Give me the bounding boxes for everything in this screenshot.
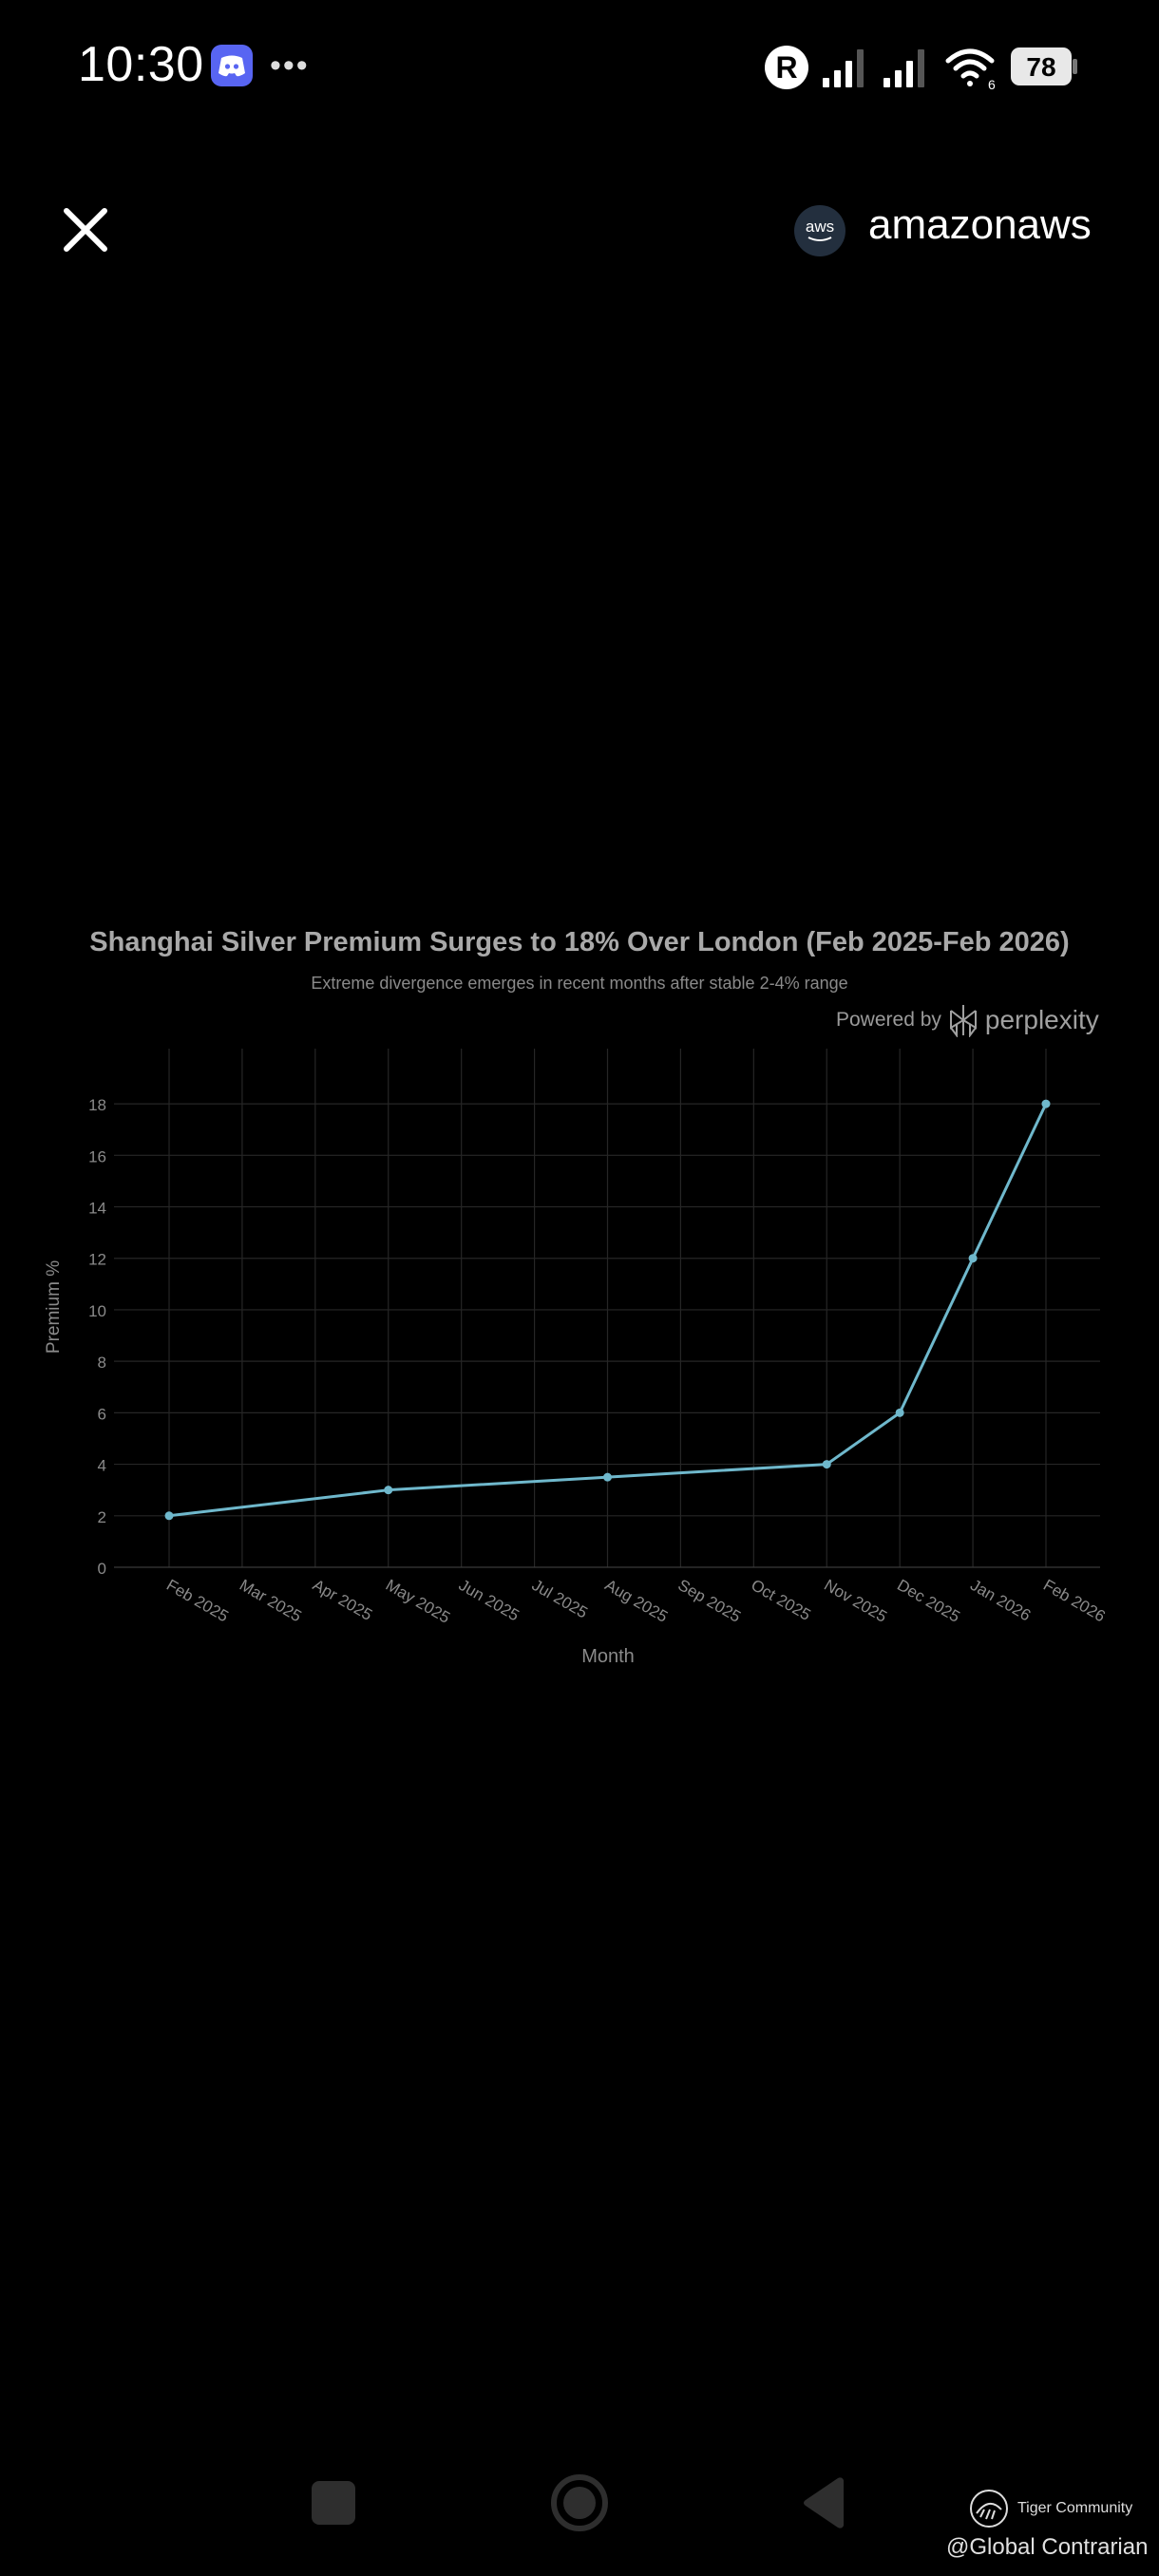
x-tick-label: Feb 2026 [1040,1576,1109,1625]
site-name: amazonaws [868,201,1092,248]
close-icon[interactable] [59,203,112,256]
y-tick-label: 4 [98,1457,106,1475]
watermark-handle: @Global Contrarian [946,2534,1149,2560]
x-tick-label: Jun 2025 [456,1576,522,1624]
svg-text:6: 6 [988,77,996,91]
y-tick-label: 12 [88,1251,106,1269]
x-tick-label: Jul 2025 [529,1576,591,1622]
x-tick-label: May 2025 [383,1576,453,1627]
y-tick-label: 2 [98,1508,106,1526]
aws-logo-icon: aws [794,205,846,256]
x-axis-label: Month [581,1646,635,1667]
chart-series [164,1099,1051,1521]
powered-by[interactable]: Powered by perplexity [836,1003,1099,1037]
more-dots-icon: ••• [270,47,310,84]
battery-icon: 78 [1011,47,1079,85]
x-tick-label: Apr 2025 [310,1576,375,1624]
x-tick-label: Nov 2025 [821,1576,890,1626]
signal-icon [884,49,924,87]
data-point [895,1408,904,1417]
data-point [1041,1099,1051,1108]
x-tick-label: Aug 2025 [602,1576,672,1626]
data-point [822,1460,831,1469]
x-tick-label: Oct 2025 [748,1576,813,1624]
x-tick-label: Sep 2025 [674,1576,744,1626]
discord-icon [211,45,253,86]
x-tick-label: Feb 2025 [163,1576,232,1625]
home-button[interactable] [549,2472,610,2533]
y-tick-label: 6 [98,1405,106,1423]
data-point [968,1254,978,1263]
powered-by-label: Powered by [836,1009,941,1031]
svg-text:aws: aws [806,218,834,236]
back-button[interactable] [800,2476,847,2529]
y-tick-label: 18 [88,1096,106,1114]
status-time: 10:30 [78,37,204,92]
tiger-logo-icon [969,2489,1009,2529]
r-icon: R [765,46,808,89]
chart-grid [114,1049,1100,1568]
signal-icon [823,49,864,87]
wifi-icon: 6 [945,48,996,91]
chart-subtitle: Extreme divergence emerges in recent mon… [311,974,848,993]
data-point [603,1472,612,1482]
y-tick-label: 8 [98,1354,106,1372]
data-point [384,1486,393,1495]
perplexity-logo-icon [949,1005,977,1037]
x-tick-label: Jan 2026 [967,1576,1034,1624]
y-tick-label: 10 [88,1302,106,1320]
y-tick-label: 14 [88,1200,106,1218]
y-axis-label: Premium % [44,1260,64,1354]
x-tick-label: Mar 2025 [237,1576,305,1625]
chart-title: Shanghai Silver Premium Surges to 18% Ov… [89,927,1070,957]
watermark-brand: Tiger Community [1017,2500,1133,2516]
powered-by-brand: perplexity [984,1005,1099,1034]
data-point [164,1511,174,1521]
battery-level: 78 [1026,52,1055,82]
signal-wifi-icons: 6 [823,48,996,91]
y-tick-label: 0 [98,1560,106,1578]
x-tick-label: Dec 2025 [894,1576,963,1626]
y-tick-label: 16 [88,1147,106,1165]
recent-apps-button[interactable] [312,2481,355,2525]
